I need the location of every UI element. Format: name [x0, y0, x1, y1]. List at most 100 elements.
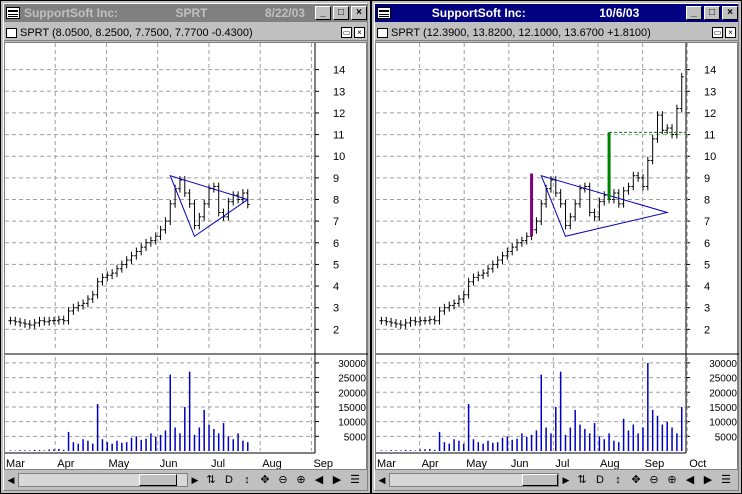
- move-icon[interactable]: ✥: [260, 474, 270, 486]
- volume-tick-label: 5000: [344, 432, 367, 443]
- volume-tick-label: 10000: [709, 418, 737, 429]
- period-button[interactable]: D: [596, 474, 604, 486]
- price-tick-label: 14: [704, 65, 716, 77]
- scroll-left-button[interactable]: ◀: [7, 475, 15, 485]
- price-tick-label: 12: [704, 108, 716, 120]
- cycle-icon[interactable]: ⇅: [577, 474, 587, 486]
- price-tick-label: 9: [333, 173, 339, 185]
- price-tick-label: 12: [333, 108, 345, 120]
- month-label: May: [108, 458, 129, 469]
- scroll-thumb[interactable]: [139, 474, 177, 486]
- quote-text: SPRT (12.3900, 13.8200, 12.1000, 13.6700…: [391, 26, 651, 39]
- price-volume-chart: 2 3 4 5 6 7 8 9 10 11 12 13 14 5000 10000 15000 20000 250…: [376, 43, 739, 469]
- system-menu-icon[interactable]: [6, 7, 20, 19]
- volume-tick-label: 15000: [709, 403, 737, 414]
- price-tick-label: 10: [333, 151, 345, 163]
- month-label: Jun: [160, 458, 178, 469]
- price-tick-label: 14: [333, 65, 345, 77]
- chart-area[interactable]: 2 3 4 5 6 7 8 9 10 11 12 13 14 5000 10000 15000 20000 250…: [375, 42, 739, 470]
- month-label: Mar: [6, 458, 25, 469]
- restore-pane-button[interactable]: ▭: [712, 27, 723, 38]
- zoom-out-icon[interactable]: ⊖: [278, 474, 288, 486]
- prev-icon[interactable]: ◀: [314, 474, 324, 486]
- month-label: Jul: [555, 458, 569, 469]
- window-frame: [3, 3, 368, 491]
- price-tick-label: 10: [704, 151, 716, 163]
- title-symbol: SPRT: [175, 6, 208, 20]
- month-label: Apr: [422, 458, 439, 469]
- zoom-in-icon[interactable]: ⊕: [667, 474, 677, 486]
- menu-icon[interactable]: ☰: [350, 474, 360, 486]
- price-tick-label: 4: [333, 281, 339, 293]
- period-button[interactable]: D: [225, 474, 233, 486]
- scroll-right-button[interactable]: ▶: [562, 475, 570, 485]
- volume-tick-label: 10000: [338, 418, 366, 429]
- price-tick-label: 3: [704, 303, 710, 315]
- volume-tick-label: 5000: [715, 432, 738, 443]
- title-bar[interactable]: SupportSoft Inc: SPRT 8/22/03 _ □ ×: [4, 4, 367, 22]
- chart-toolbar: ◀ ▶ ⇅ D ↕ ✥ ⊖ ⊕ ◀ ▶ ☰: [375, 470, 738, 490]
- zoom-in-icon[interactable]: ⊕: [296, 474, 306, 486]
- volume-tick-label: 25000: [338, 374, 366, 385]
- minimize-button[interactable]: _: [315, 6, 331, 20]
- title-date: 8/22/03: [264, 6, 305, 20]
- chart-area[interactable]: 2 3 4 5 6 7 8 9 10 11 12 13 14 5000 10000 15000 20000 250…: [4, 42, 368, 470]
- price-tick-label: 8: [704, 195, 710, 207]
- horizontal-scrollbar[interactable]: [18, 473, 188, 487]
- menu-icon[interactable]: ☰: [721, 474, 731, 486]
- price-tick-label: 5: [333, 259, 339, 271]
- month-label: Aug: [262, 458, 282, 469]
- quote-bar: SPRT (12.3900, 13.8200, 12.1000, 13.6700…: [375, 25, 738, 41]
- price-tick-label: 7: [333, 216, 339, 228]
- month-label: Mar: [377, 458, 396, 469]
- cycle-icon[interactable]: ⇅: [206, 474, 216, 486]
- quote-text: SPRT (8.0500, 8.2500, 7.7500, 7.7700 -0.…: [20, 26, 253, 39]
- prev-icon[interactable]: ◀: [685, 474, 695, 486]
- close-button[interactable]: ×: [722, 6, 738, 20]
- system-menu-icon[interactable]: [377, 7, 391, 19]
- month-label: Apr: [57, 458, 74, 469]
- volume-tick-label: 30000: [338, 359, 366, 370]
- price-tick-label: 6: [704, 238, 710, 250]
- volume-tick-label: 20000: [709, 388, 737, 399]
- move-icon[interactable]: ✥: [631, 474, 641, 486]
- price-volume-chart: 2 3 4 5 6 7 8 9 10 11 12 13 14 5000 10000 15000 20000 250…: [5, 43, 368, 469]
- scroll-left-button[interactable]: ◀: [378, 475, 386, 485]
- month-label: Jul: [211, 458, 225, 469]
- title-name: SupportSoft Inc:: [431, 6, 526, 20]
- close-button[interactable]: ×: [351, 6, 367, 20]
- maximize-button[interactable]: □: [333, 6, 349, 20]
- month-label: Sep: [645, 458, 665, 469]
- triangle-pattern: [169, 174, 249, 238]
- close-pane-button[interactable]: ×: [354, 27, 365, 38]
- month-label: Oct: [689, 458, 706, 469]
- scroll-right-button[interactable]: ▶: [191, 475, 199, 485]
- vscale-icon[interactable]: ↕: [244, 474, 250, 486]
- triangle-pattern: [540, 174, 670, 237]
- price-tick-label: 13: [333, 86, 345, 98]
- scroll-thumb[interactable]: [522, 474, 558, 486]
- restore-pane-button[interactable]: ▭: [341, 27, 352, 38]
- month-label: Sep: [313, 458, 333, 469]
- chart-window-right[interactable]: SupportSoft Inc: 10/6/03 _ □ × SPRT (12.…: [371, 0, 742, 494]
- minimize-button[interactable]: _: [686, 6, 702, 20]
- price-tick-label: 6: [333, 238, 339, 250]
- horizontal-scrollbar[interactable]: [389, 473, 559, 487]
- title-bar[interactable]: SupportSoft Inc: 10/6/03 _ □ ×: [375, 4, 738, 22]
- next-icon[interactable]: ▶: [703, 474, 713, 486]
- chart-window-left[interactable]: SupportSoft Inc: SPRT 8/22/03 _ □ × SPRT…: [0, 0, 371, 494]
- zoom-out-icon[interactable]: ⊖: [649, 474, 659, 486]
- window-frame: [374, 3, 739, 491]
- volume-tick-label: 30000: [709, 359, 737, 370]
- vscale-icon[interactable]: ↕: [615, 474, 621, 486]
- volume-tick-label: 25000: [709, 374, 737, 385]
- price-tick-label: 4: [704, 281, 710, 293]
- price-tick-label: 11: [704, 130, 715, 142]
- price-tick-label: 2: [333, 324, 339, 336]
- price-tick-label: 2: [704, 324, 710, 336]
- price-tick-label: 8: [333, 195, 339, 207]
- close-pane-button[interactable]: ×: [725, 27, 736, 38]
- maximize-button[interactable]: □: [704, 6, 720, 20]
- volume-tick-label: 20000: [338, 388, 366, 399]
- next-icon[interactable]: ▶: [332, 474, 342, 486]
